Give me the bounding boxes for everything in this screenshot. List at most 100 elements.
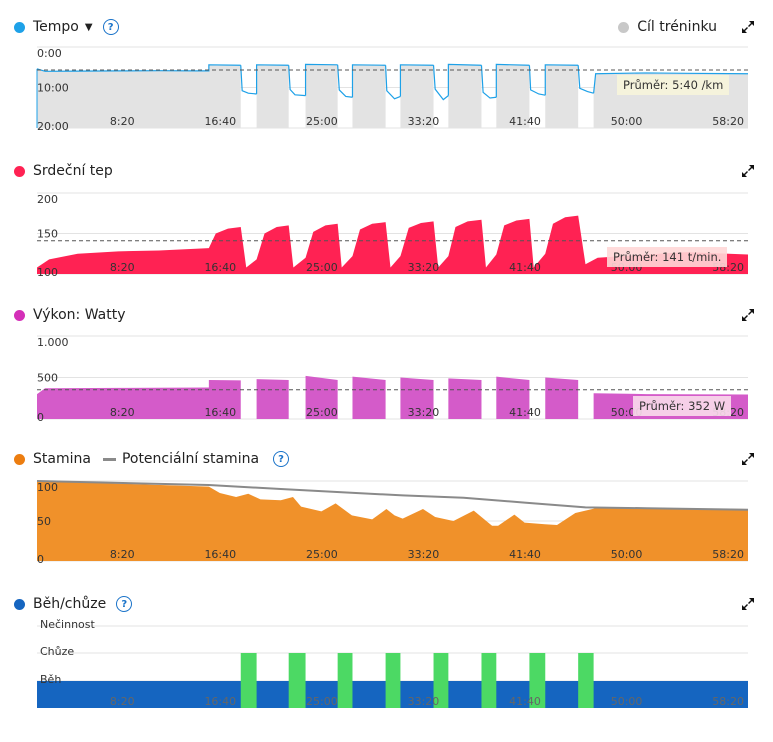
pace-line [384, 65, 401, 100]
pace-area [352, 64, 386, 128]
pace-line [337, 64, 353, 98]
potential-stamina-line [36, 480, 749, 511]
help-icon[interactable]: ? [102, 19, 119, 35]
pace-header: Tempo ▼ ? Cíl tréninku [14, 16, 755, 38]
y-tick-label: 100 [37, 481, 58, 494]
pace-line [593, 72, 749, 94]
pace-line [288, 65, 306, 97]
category-label: Běh [40, 673, 61, 686]
pace-line [399, 64, 434, 97]
power-header: Výkon: Watty [14, 304, 755, 326]
x-tick-label: 33:20 [408, 548, 440, 561]
x-tick-label: 33:20 [408, 261, 440, 274]
expand-icon[interactable] [741, 452, 755, 466]
walk-bar [288, 653, 306, 708]
x-tick-label: 8:20 [110, 115, 135, 128]
pace-average-label: Průměr: 5:40 /km [617, 75, 730, 95]
hr-legend-dot [14, 165, 25, 177]
x-tick-label: 16:40 [204, 115, 236, 128]
x-tick-label: 25:00 [306, 406, 338, 419]
target-legend-dot [618, 21, 630, 33]
power-average-label: Průměr: 352 W [633, 396, 732, 416]
pace-line [432, 65, 449, 101]
hr-title: Srdeční tep [33, 163, 113, 179]
pace-area [400, 64, 434, 128]
expand-icon[interactable] [741, 20, 755, 34]
pace-chart[interactable]: 0:00 10:00 20:00 8:20 16:40 25:00 33:20 41:40 50… [0, 46, 773, 133]
walk-bar [240, 653, 257, 708]
pace-line [36, 64, 241, 72]
category-label: Chůze [40, 645, 74, 658]
expand-icon[interactable] [741, 308, 755, 322]
pace-line [577, 65, 594, 94]
x-tick-label: 8:20 [110, 695, 135, 708]
potential-stamina-legend-line [102, 457, 116, 461]
potential-stamina-label: Potenciální stamina [121, 451, 260, 467]
y-tick-label: 0 [37, 553, 44, 566]
expand-icon[interactable] [741, 164, 755, 178]
x-tick-label: 25:00 [306, 695, 338, 708]
hr-header: Srdeční tep [14, 160, 755, 182]
x-tick-label: 33:20 [408, 406, 440, 419]
y-tick-label: 20:00 [37, 120, 69, 133]
power-legend-dot [14, 309, 25, 321]
heart-rate-area [37, 215, 748, 274]
x-tick-label: 41:40 [509, 548, 541, 561]
stamina-title: Stamina [33, 451, 91, 467]
y-tick-label: 500 [37, 372, 58, 385]
y-tick-label: 1.000 [37, 336, 69, 349]
pace-line [447, 63, 482, 96]
pace-area [305, 64, 338, 128]
y-tick-label: 0 [37, 411, 44, 424]
dropdown-caret-icon[interactable]: ▼ [84, 21, 93, 33]
pace-line [528, 65, 546, 96]
walk-bar [337, 653, 353, 708]
pace-line [351, 64, 386, 98]
pace-area [37, 64, 241, 128]
x-tick-label: 25:00 [306, 261, 338, 274]
walk-run-legend-dot [14, 598, 25, 610]
walk-run-chart[interactable]: Nečinnost Chůze Běh 8:20 16:40 25:00 33:20 41:4… [0, 616, 773, 711]
walk-bar [385, 653, 401, 708]
help-icon[interactable]: ? [116, 596, 133, 612]
walk-bar [529, 653, 546, 708]
x-tick-label: 41:40 [509, 261, 541, 274]
pace-line [240, 65, 257, 95]
x-tick-label: 25:00 [306, 548, 338, 561]
x-tick-label: 33:20 [408, 695, 440, 708]
walk-bar [481, 653, 497, 708]
x-tick-label: 50:00 [611, 695, 643, 708]
y-tick-label: 200 [37, 193, 58, 206]
stamina-chart[interactable]: 0 50 100 8:20 16:40 25:00 33:20 41:40 50:00 58:20 [0, 480, 773, 566]
x-tick-label: 58:20 [712, 548, 744, 561]
pace-line [495, 63, 530, 98]
x-tick-label: 50:00 [611, 548, 643, 561]
hr-average-label: Průměr: 141 t/min. [607, 247, 728, 267]
power-area [37, 375, 748, 419]
pace-area [496, 64, 530, 128]
stamina-area [37, 481, 748, 561]
y-tick-label: 0:00 [37, 47, 62, 60]
walk-run-header: Běh/chůze ? [14, 593, 755, 615]
pace-area [256, 64, 289, 128]
pace-line [304, 63, 338, 96]
x-tick-label: 58:20 [712, 695, 744, 708]
x-tick-label: 16:40 [204, 261, 236, 274]
training-target-legend[interactable]: Cíl tréninku [618, 19, 717, 35]
x-tick-label: 8:20 [110, 548, 135, 561]
pace-area [448, 64, 482, 128]
y-tick-label: 10:00 [37, 82, 69, 95]
pace-title[interactable]: Tempo [33, 19, 79, 35]
pace-line [255, 64, 289, 94]
x-tick-label: 33:20 [408, 115, 440, 128]
expand-icon[interactable] [741, 597, 755, 611]
x-tick-label: 16:40 [204, 548, 236, 561]
x-tick-label: 41:40 [509, 115, 541, 128]
pace-line [544, 64, 579, 96]
pace-legend-dot [14, 21, 25, 33]
help-icon[interactable]: ? [273, 451, 290, 467]
y-tick-label: 50 [37, 515, 51, 528]
x-tick-label: 25:00 [306, 115, 338, 128]
